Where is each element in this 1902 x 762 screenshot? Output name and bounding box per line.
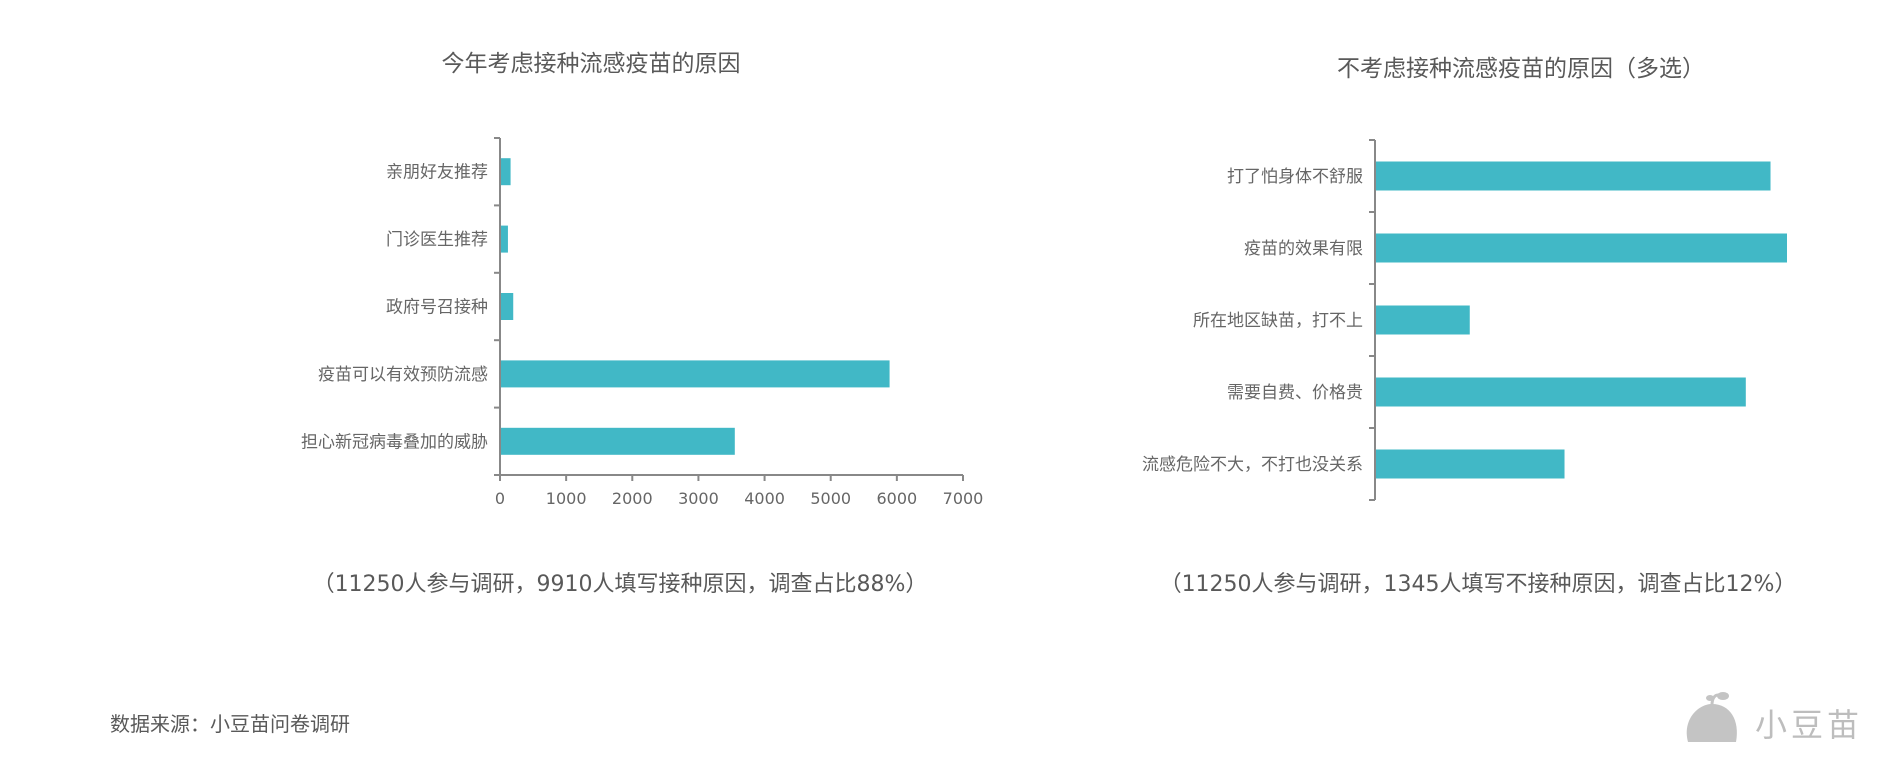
category-label: 打了怕身体不舒服 xyxy=(1227,167,1363,187)
left-chart-caption: （11250人参与调研，9910人填写接种原因，调查占比88%） xyxy=(312,572,928,597)
bar xyxy=(1376,377,1746,407)
data-source: 数据来源：小豆苗问卷调研 xyxy=(110,712,350,736)
bar xyxy=(501,360,890,388)
bar xyxy=(1376,233,1787,263)
xiaodoumiao-logo-icon xyxy=(1686,692,1737,742)
bar xyxy=(501,225,508,253)
bar xyxy=(501,427,735,455)
x-tick-label: 1000 xyxy=(546,489,587,508)
bar xyxy=(1376,161,1771,191)
category-label: 流感危险不大，不打也没关系 xyxy=(1142,455,1363,475)
bar xyxy=(1376,449,1565,479)
x-tick-label: 6000 xyxy=(876,489,917,508)
right-chart-title: 不考虑接种流感疫苗的原因（多选） xyxy=(1337,56,1705,82)
right-chart-caption: （11250人参与调研，1345人填写不接种原因，调查占比12%） xyxy=(1159,572,1797,597)
bar xyxy=(501,293,514,320)
category-label: 门诊医生推荐 xyxy=(386,230,488,250)
x-tick-label: 3000 xyxy=(678,489,719,508)
x-tick-label: 4000 xyxy=(744,489,785,508)
category-label: 所在地区缺苗，打不上 xyxy=(1193,311,1363,331)
left-chart-title: 今年考虑接种流感疫苗的原因 xyxy=(441,51,741,77)
category-label: 疫苗的效果有限 xyxy=(1244,239,1363,259)
x-tick-label: 5000 xyxy=(810,489,851,508)
category-label: 需要自费、价格贵 xyxy=(1227,383,1363,403)
bar xyxy=(501,158,511,186)
x-tick-label: 0 xyxy=(495,489,505,508)
category-label: 担心新冠病毒叠加的威胁 xyxy=(301,432,488,452)
category-label: 政府号召接种 xyxy=(386,298,488,318)
category-label: 疫苗可以有效预防流感 xyxy=(318,365,488,385)
category-label: 亲朋好友推荐 xyxy=(386,163,488,183)
logo-text: 小豆苗 xyxy=(1755,706,1864,744)
bar xyxy=(1376,305,1470,335)
x-tick-label: 7000 xyxy=(943,489,984,508)
x-tick-label: 2000 xyxy=(612,489,653,508)
